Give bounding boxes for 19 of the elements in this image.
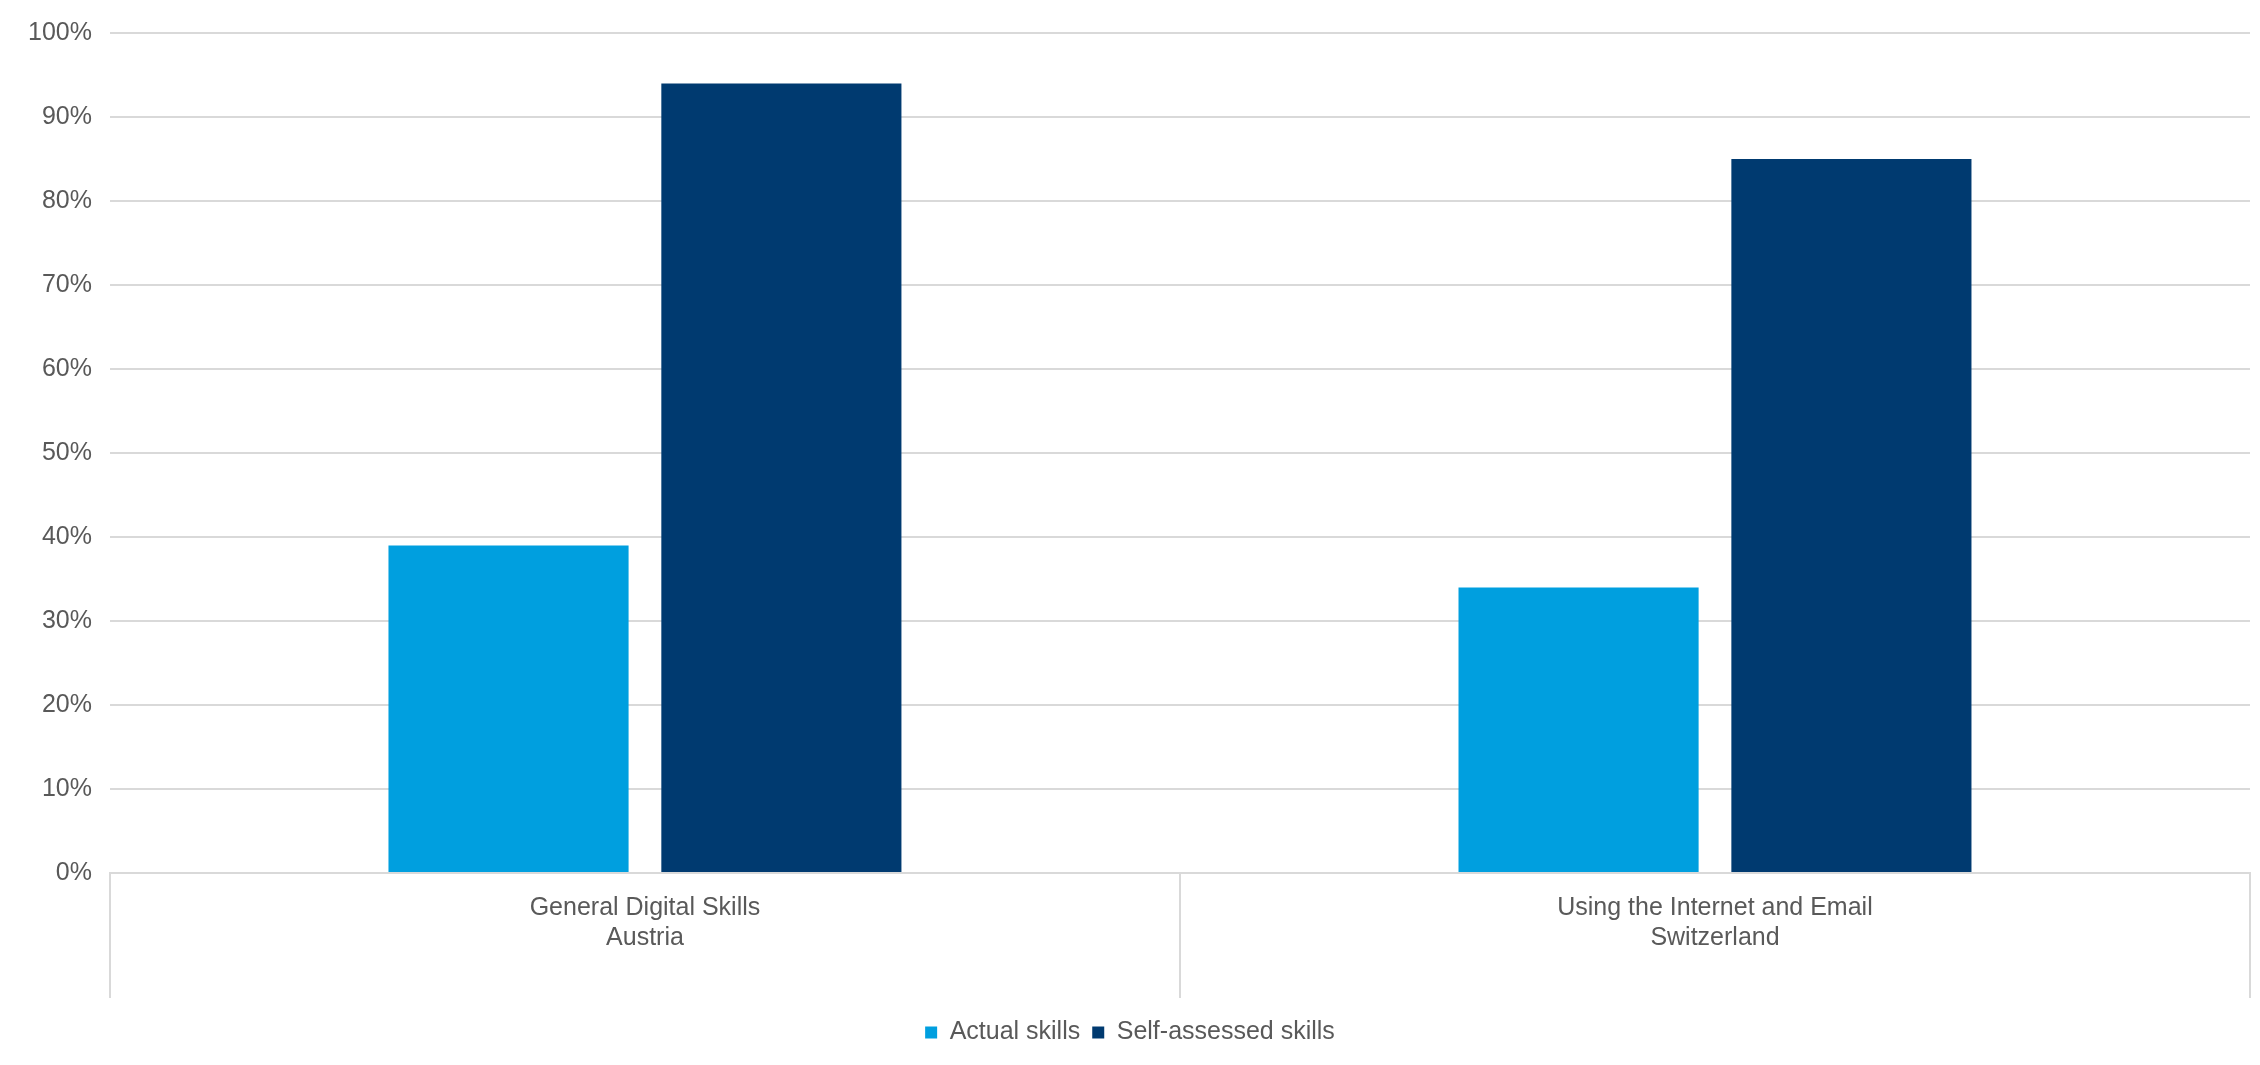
y-tick-label: 60% xyxy=(41,352,92,381)
bar xyxy=(661,83,902,872)
x-tick-label: Using the Internet and Email Switzerland xyxy=(1557,891,1873,950)
y-tick-label: 10% xyxy=(41,772,92,801)
legend-label: Self-assessed skills xyxy=(1116,1016,1335,1045)
bar xyxy=(1731,159,1972,872)
y-tick-label: 100% xyxy=(27,16,92,45)
y-tick-label: 40% xyxy=(41,520,92,549)
y-tick-label: 90% xyxy=(41,100,92,129)
y-tick-label: 50% xyxy=(41,436,92,465)
legend-label: Actual skills xyxy=(949,1016,1081,1045)
bar xyxy=(1458,587,1699,872)
y-tick-label: 70% xyxy=(41,268,92,297)
y-tick-label: 80% xyxy=(41,184,92,213)
y-tick-label: 20% xyxy=(41,688,92,717)
y-tick-label: 0% xyxy=(55,856,92,885)
x-tick-label: General Digital Skills Austria xyxy=(529,891,761,950)
bar xyxy=(388,545,629,872)
y-tick-label: 30% xyxy=(41,604,92,633)
